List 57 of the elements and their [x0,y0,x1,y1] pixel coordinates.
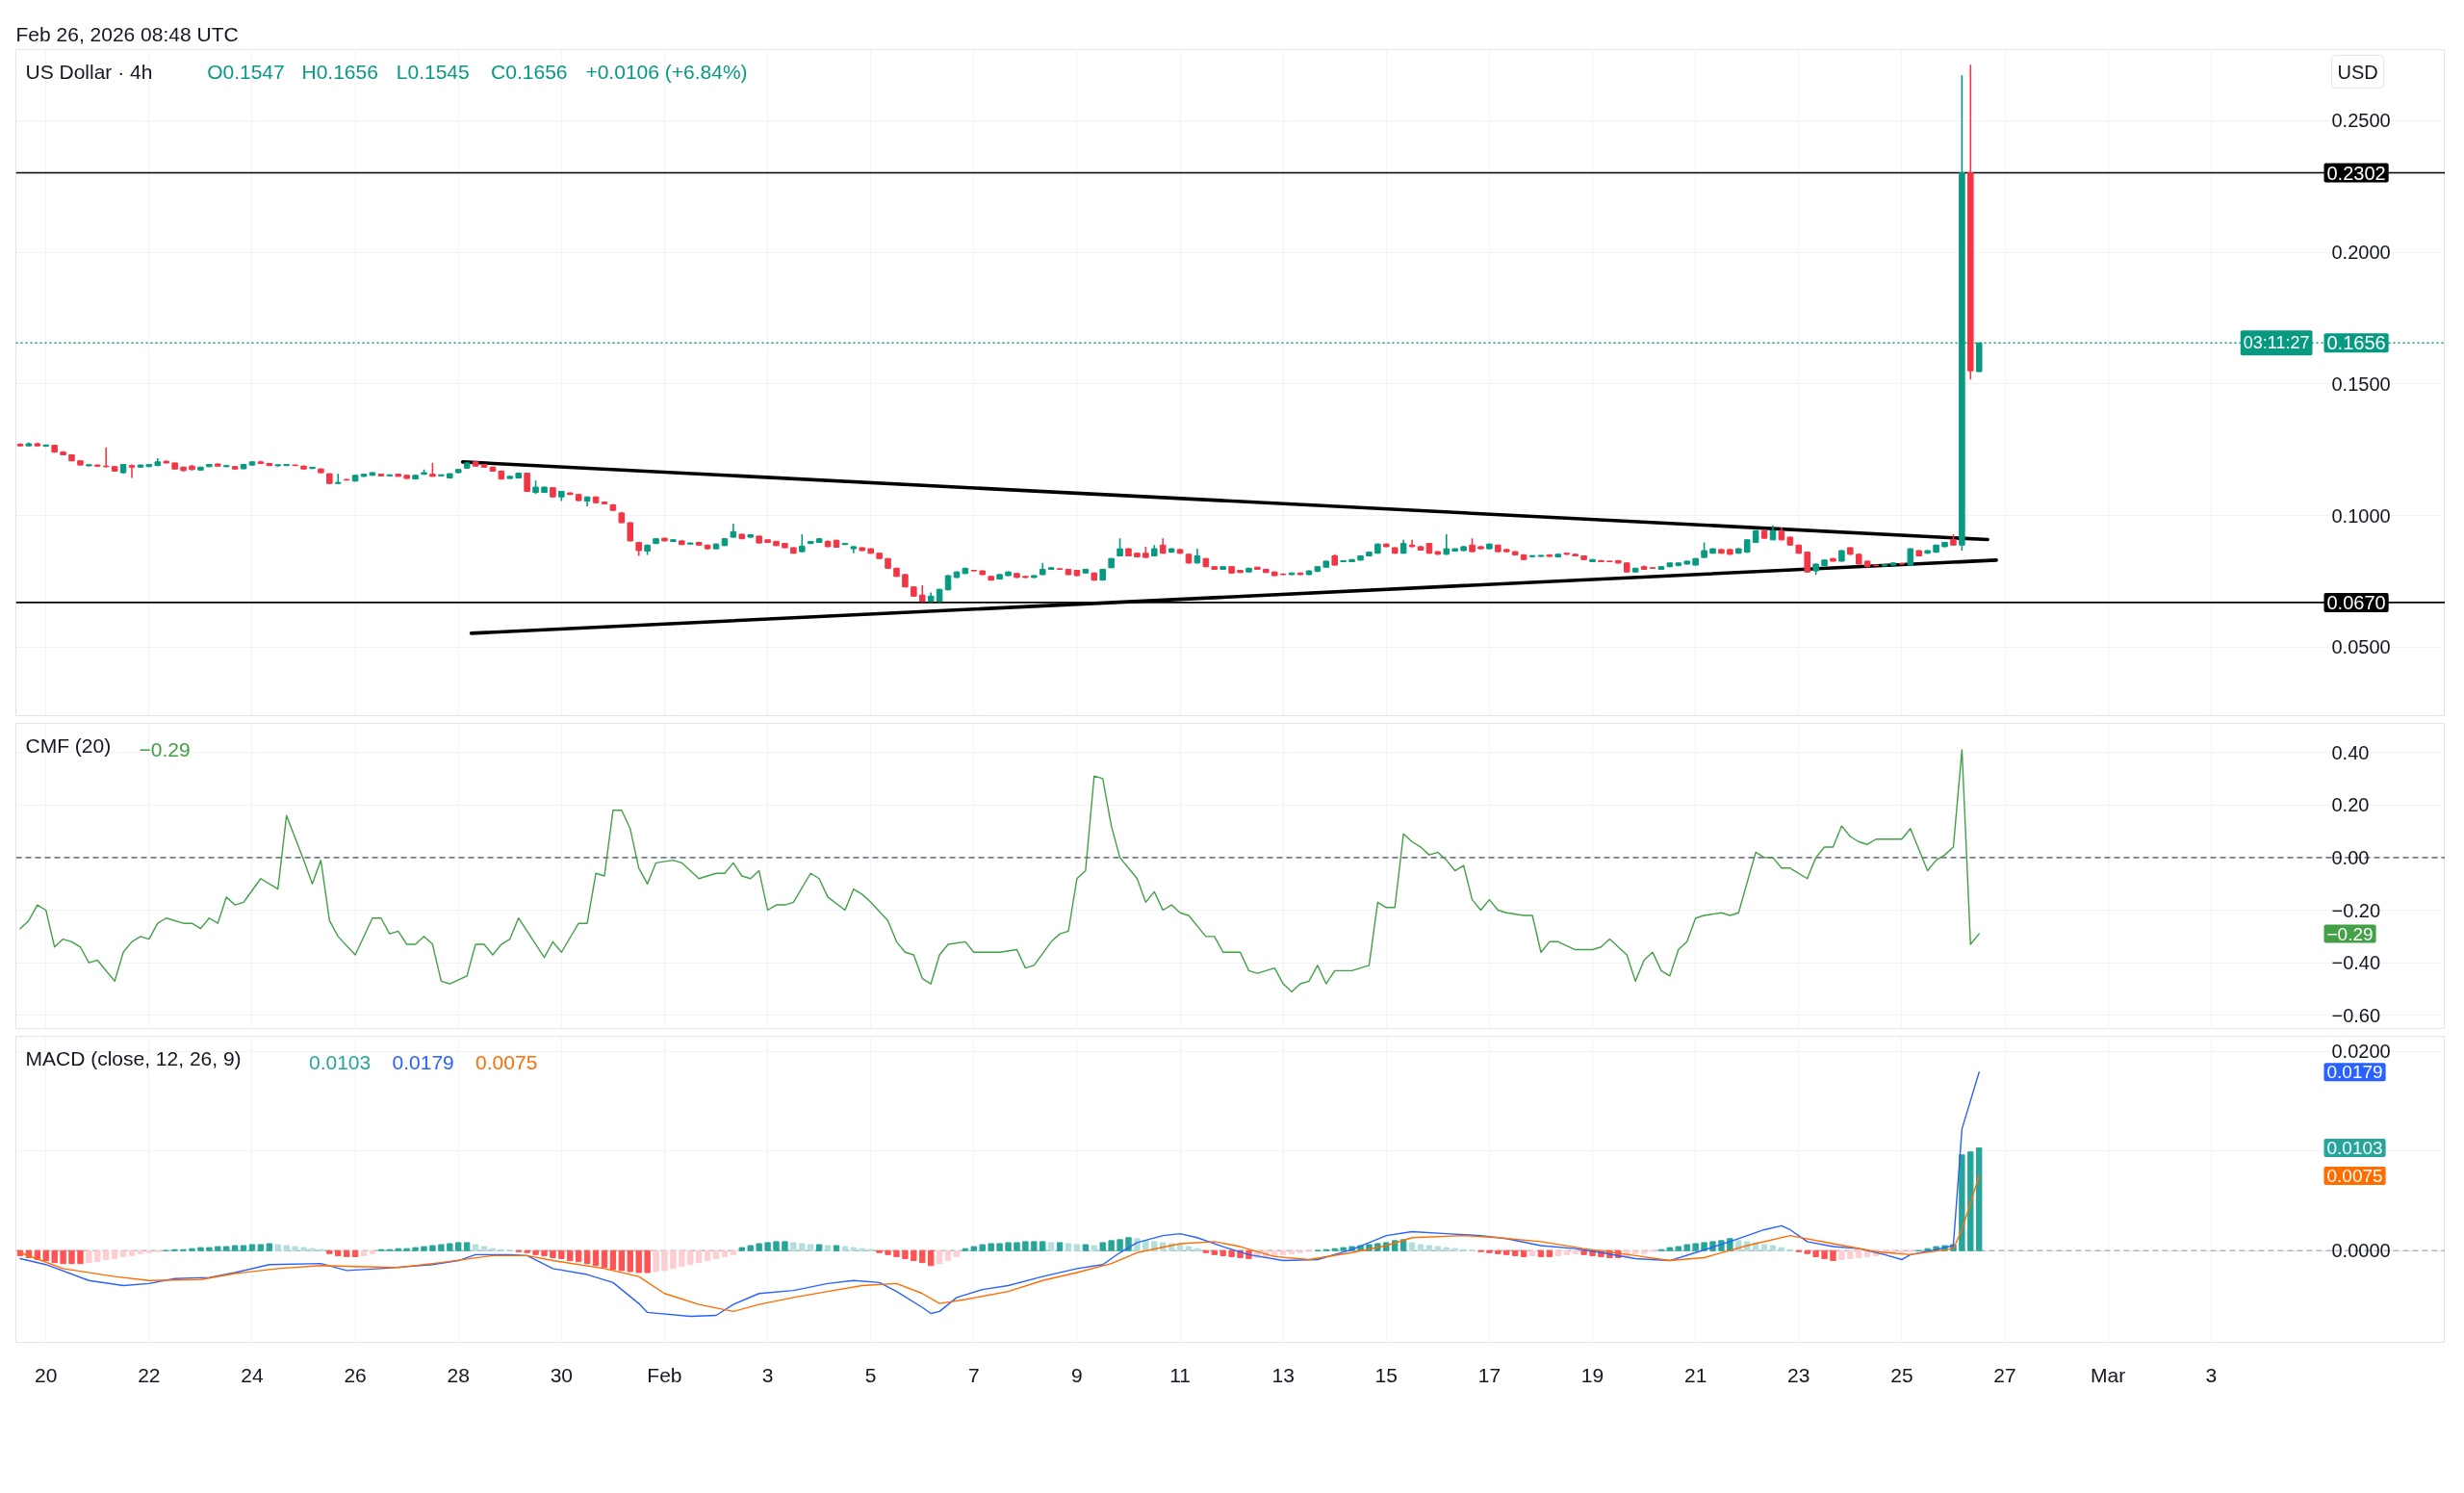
x-tick-label: 30 [550,1363,574,1386]
x-tick-label: 17 [1477,1363,1502,1386]
y-tick-label: 0.2500 [2331,110,2391,132]
y-axis-title: USD [2337,61,2378,83]
x-tick-label: 13 [1271,1363,1295,1386]
text: US Dollar · 4h [25,60,153,83]
x-tick-label: 22 [138,1363,161,1386]
x-tick-label: 3 [761,1363,774,1386]
x-tick-label: 5 [864,1363,877,1386]
annotation: −0.29 [2326,923,2374,944]
x-tick-label: 3 [2205,1363,2218,1386]
ref-line-label: 0.0670 [2326,591,2386,613]
annotation: 0.0075 [2326,1166,2383,1187]
text: CMF (20) [25,734,112,757]
x-tick-label: 25 [1890,1363,1913,1386]
annotation: H0.1656 [301,60,378,83]
x-tick-label: 19 [1580,1363,1604,1386]
y-tick-label: 0.20 [2331,794,2370,816]
annotation: 0.0179 [2326,1062,2383,1083]
annotation: L0.1545 [396,60,470,83]
ref-line-label: 0.2302 [2326,162,2386,184]
y-tick-label: 0.40 [2331,741,2370,763]
y-tick-label: 0.2000 [2331,242,2391,264]
annotation: 0.0179 [392,1050,454,1073]
x-tick-label: 28 [447,1363,470,1386]
annotation: −0.29 [139,737,191,760]
x-tick-label: 15 [1374,1363,1398,1386]
y-tick-label: 0.1500 [2331,373,2391,395]
annotation: C0.1656 [491,60,568,83]
x-tick-label: 24 [241,1363,264,1386]
x-tick-label: 27 [1993,1363,2016,1386]
x-tick-label: 9 [1071,1363,1083,1386]
x-tick-label: 20 [35,1363,58,1386]
text: MACD (close, 12, 26, 9) [25,1046,242,1069]
y-tick-label: 0.0500 [2331,636,2391,658]
y-tick-label: −0.40 [2331,952,2381,974]
x-tick-label: Feb [647,1363,682,1386]
x-tick-label: 11 [1169,1363,1191,1386]
annotation: 0.0103 [2326,1138,2383,1159]
y-tick-label: 0.00 [2331,846,2370,868]
y-tick-label: −0.20 [2331,899,2381,921]
y-tick-label: −0.60 [2331,1004,2381,1026]
annotation: 03:11:27 [2243,333,2310,353]
x-tick-label: 26 [344,1363,367,1386]
annotation: 0.0103 [308,1050,372,1073]
chart-subtitle: Feb 26, 2026 08:48 UTC [15,22,239,45]
y-tick-label: 0.1000 [2331,504,2391,527]
ref-line-label: 0.1656 [2326,332,2386,354]
x-tick-label: Mar [2091,1363,2126,1386]
y-tick-label: 0.0000 [2331,1240,2391,1262]
x-tick-label: 21 [1683,1363,1707,1386]
annotation: +0.0106 (+6.84%) [585,60,748,83]
x-tick-label: 23 [1787,1363,1810,1386]
annotation: O0.1547 [207,60,285,83]
y-tick-label: 0.0200 [2331,1041,2391,1063]
annotation: 0.0075 [475,1050,538,1073]
x-tick-label: 7 [967,1363,980,1386]
